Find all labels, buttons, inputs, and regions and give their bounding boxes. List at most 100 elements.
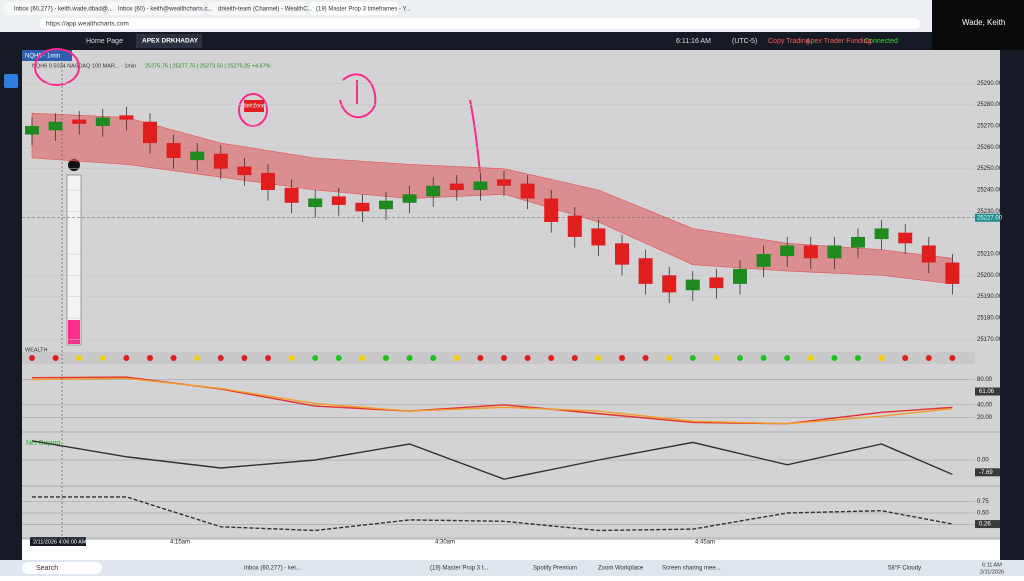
candle-body bbox=[827, 245, 842, 259]
app-tab-active[interactable] bbox=[136, 34, 202, 48]
signal-dot bbox=[288, 355, 295, 361]
signal-dot bbox=[689, 355, 696, 361]
timezone: (UTC-5) bbox=[732, 38, 757, 45]
annotation-scribble bbox=[339, 73, 377, 119]
app-tab[interactable]: APEX DRKHADAY bbox=[142, 38, 199, 45]
task-app[interactable]: Zoom Workplace bbox=[598, 566, 644, 572]
y-tick-label: 25190.00 bbox=[977, 294, 1003, 300]
signal-dot bbox=[949, 355, 956, 361]
x-tick-label: 4:30am bbox=[435, 540, 455, 546]
annotation-circle bbox=[34, 48, 80, 86]
signal-dot bbox=[265, 355, 271, 361]
signal-dot bbox=[878, 355, 885, 361]
user-name: Wade, Keith bbox=[962, 18, 1005, 27]
candle-body bbox=[213, 153, 228, 169]
y-tick-label: 0.50 bbox=[977, 511, 989, 517]
signal-dot bbox=[807, 355, 814, 361]
candle-body bbox=[544, 198, 559, 222]
task-app[interactable]: Spotify Premium bbox=[533, 566, 577, 572]
signal-dot bbox=[123, 355, 130, 361]
current-price-box bbox=[975, 213, 1000, 222]
signal-dot bbox=[383, 355, 389, 361]
signal-dot bbox=[737, 355, 743, 361]
signal-dot bbox=[52, 355, 59, 361]
task-app[interactable]: Screen sharing mee... bbox=[662, 566, 721, 572]
candle-body bbox=[780, 245, 795, 257]
candle-body bbox=[166, 143, 181, 158]
y-tick-label: 25210.00 bbox=[977, 252, 1003, 258]
app-bar bbox=[0, 32, 932, 50]
app-tab[interactable]: Home Page bbox=[86, 38, 123, 45]
tab-title: Inbox (60) - keith@wealthcharts.c... bbox=[118, 7, 213, 13]
signal-dot bbox=[642, 355, 649, 361]
y-tick-label: 0.00 bbox=[977, 458, 989, 464]
candle-body bbox=[615, 243, 629, 265]
signal-dot bbox=[312, 355, 319, 361]
signal-dot bbox=[524, 355, 531, 361]
signal-dot bbox=[406, 355, 413, 361]
signal-dot bbox=[335, 355, 342, 361]
current-value: 61.06 bbox=[979, 389, 995, 395]
value-box bbox=[975, 468, 1000, 477]
y-tick-label: 25180.00 bbox=[977, 316, 1003, 322]
y-tick-label: 25290.00 bbox=[977, 81, 1003, 87]
signal-dot bbox=[713, 355, 720, 361]
signal-dot bbox=[831, 355, 838, 361]
x-tick-label: 4:15am bbox=[170, 540, 190, 546]
symbol-tab[interactable] bbox=[22, 50, 72, 61]
candle-body bbox=[733, 268, 747, 284]
add-button[interactable] bbox=[4, 74, 18, 88]
tab[interactable] bbox=[208, 2, 306, 15]
signal-dot bbox=[925, 355, 932, 361]
y-tick-label: 25250.00 bbox=[977, 166, 1003, 172]
right-bar bbox=[1000, 50, 1024, 560]
y-tick-label: 25230.00 bbox=[977, 209, 1003, 215]
x-tick-label: 4:45am bbox=[695, 540, 715, 546]
y-tick-label: 0.75 bbox=[977, 499, 989, 505]
signal-dot bbox=[194, 355, 201, 361]
tab-active[interactable] bbox=[310, 2, 398, 15]
address-bar[interactable] bbox=[40, 18, 920, 29]
panel-label: WEALTH bbox=[25, 347, 48, 353]
toolbar-pin[interactable] bbox=[68, 159, 80, 171]
color-swatch[interactable] bbox=[68, 320, 80, 344]
y-tick-label: 80.00 bbox=[977, 377, 993, 383]
weather: 58°F Cloudy bbox=[888, 566, 921, 572]
signal-strip bbox=[22, 352, 975, 364]
candle-body bbox=[473, 181, 488, 190]
search: Search bbox=[36, 565, 58, 572]
candle-body bbox=[190, 151, 205, 161]
search-box[interactable] bbox=[22, 562, 102, 574]
signal-dot bbox=[170, 355, 177, 361]
current-price-label: 25227.00 bbox=[977, 215, 1003, 221]
candle-body bbox=[591, 228, 606, 246]
signal-dot bbox=[548, 355, 555, 361]
y-tick-label: 40.00 bbox=[977, 402, 993, 408]
status: Apex Trader Funding bbox=[806, 38, 871, 45]
candle-body bbox=[261, 172, 275, 190]
candle-body bbox=[143, 121, 157, 144]
tab[interactable] bbox=[4, 2, 104, 15]
chart-area bbox=[22, 50, 1000, 540]
candle-body bbox=[567, 215, 582, 237]
ohlc: 25275.75 | 25277.75 | 25273.50 | 25275.2… bbox=[145, 63, 271, 69]
signal-dot bbox=[855, 355, 861, 361]
current-value: -7.69 bbox=[979, 470, 993, 476]
signal-dot bbox=[29, 355, 35, 361]
task-app[interactable]: Inbox (60,277) - kei... bbox=[244, 566, 301, 572]
tab[interactable] bbox=[108, 2, 204, 15]
y-tick-label: 25240.00 bbox=[977, 188, 1003, 194]
candle-body bbox=[874, 228, 889, 240]
start-time: 2/11/2026 4:06:00 AM bbox=[33, 539, 87, 545]
clock: 6:11:16 AM bbox=[676, 38, 711, 45]
sell-zone bbox=[244, 100, 264, 112]
signal-dot bbox=[902, 355, 909, 361]
signal-dot bbox=[784, 355, 791, 361]
candle-body bbox=[898, 232, 913, 244]
candle-body bbox=[945, 262, 960, 284]
signal-dot bbox=[477, 355, 484, 361]
sidebar bbox=[0, 50, 22, 560]
y-tick-label: 25280.00 bbox=[977, 102, 1003, 108]
task-app[interactable]: (19) Master Prop 3 t... bbox=[430, 566, 489, 572]
